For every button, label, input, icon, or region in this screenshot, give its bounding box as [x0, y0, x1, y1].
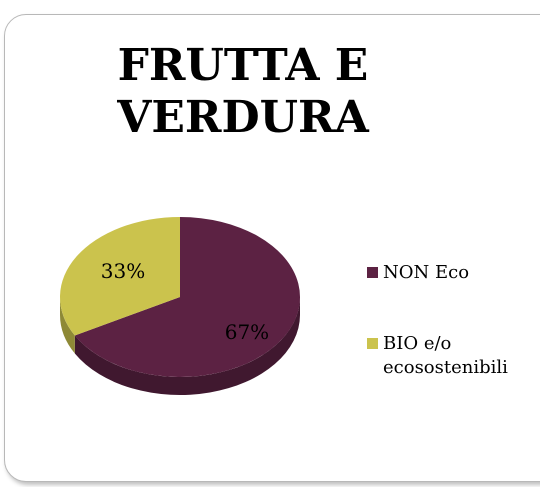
legend-label: BIO e/o ecosostenibili [383, 333, 508, 378]
legend-label: NON Eco [383, 262, 470, 283]
legend-item: BIO e/o ecosostenibili [367, 332, 517, 380]
data-label: 33% [101, 259, 145, 283]
slice-side [74, 297, 300, 396]
legend-swatch [367, 338, 378, 349]
data-label: 67% [225, 320, 269, 344]
legend-item: NON Eco [367, 261, 517, 285]
slice-side [60, 297, 75, 354]
chart-title: FRUTTA E VERDURA [117, 40, 369, 143]
legend-swatch [367, 267, 378, 278]
pie-slice [74, 217, 301, 377]
pie-slice [60, 217, 180, 336]
